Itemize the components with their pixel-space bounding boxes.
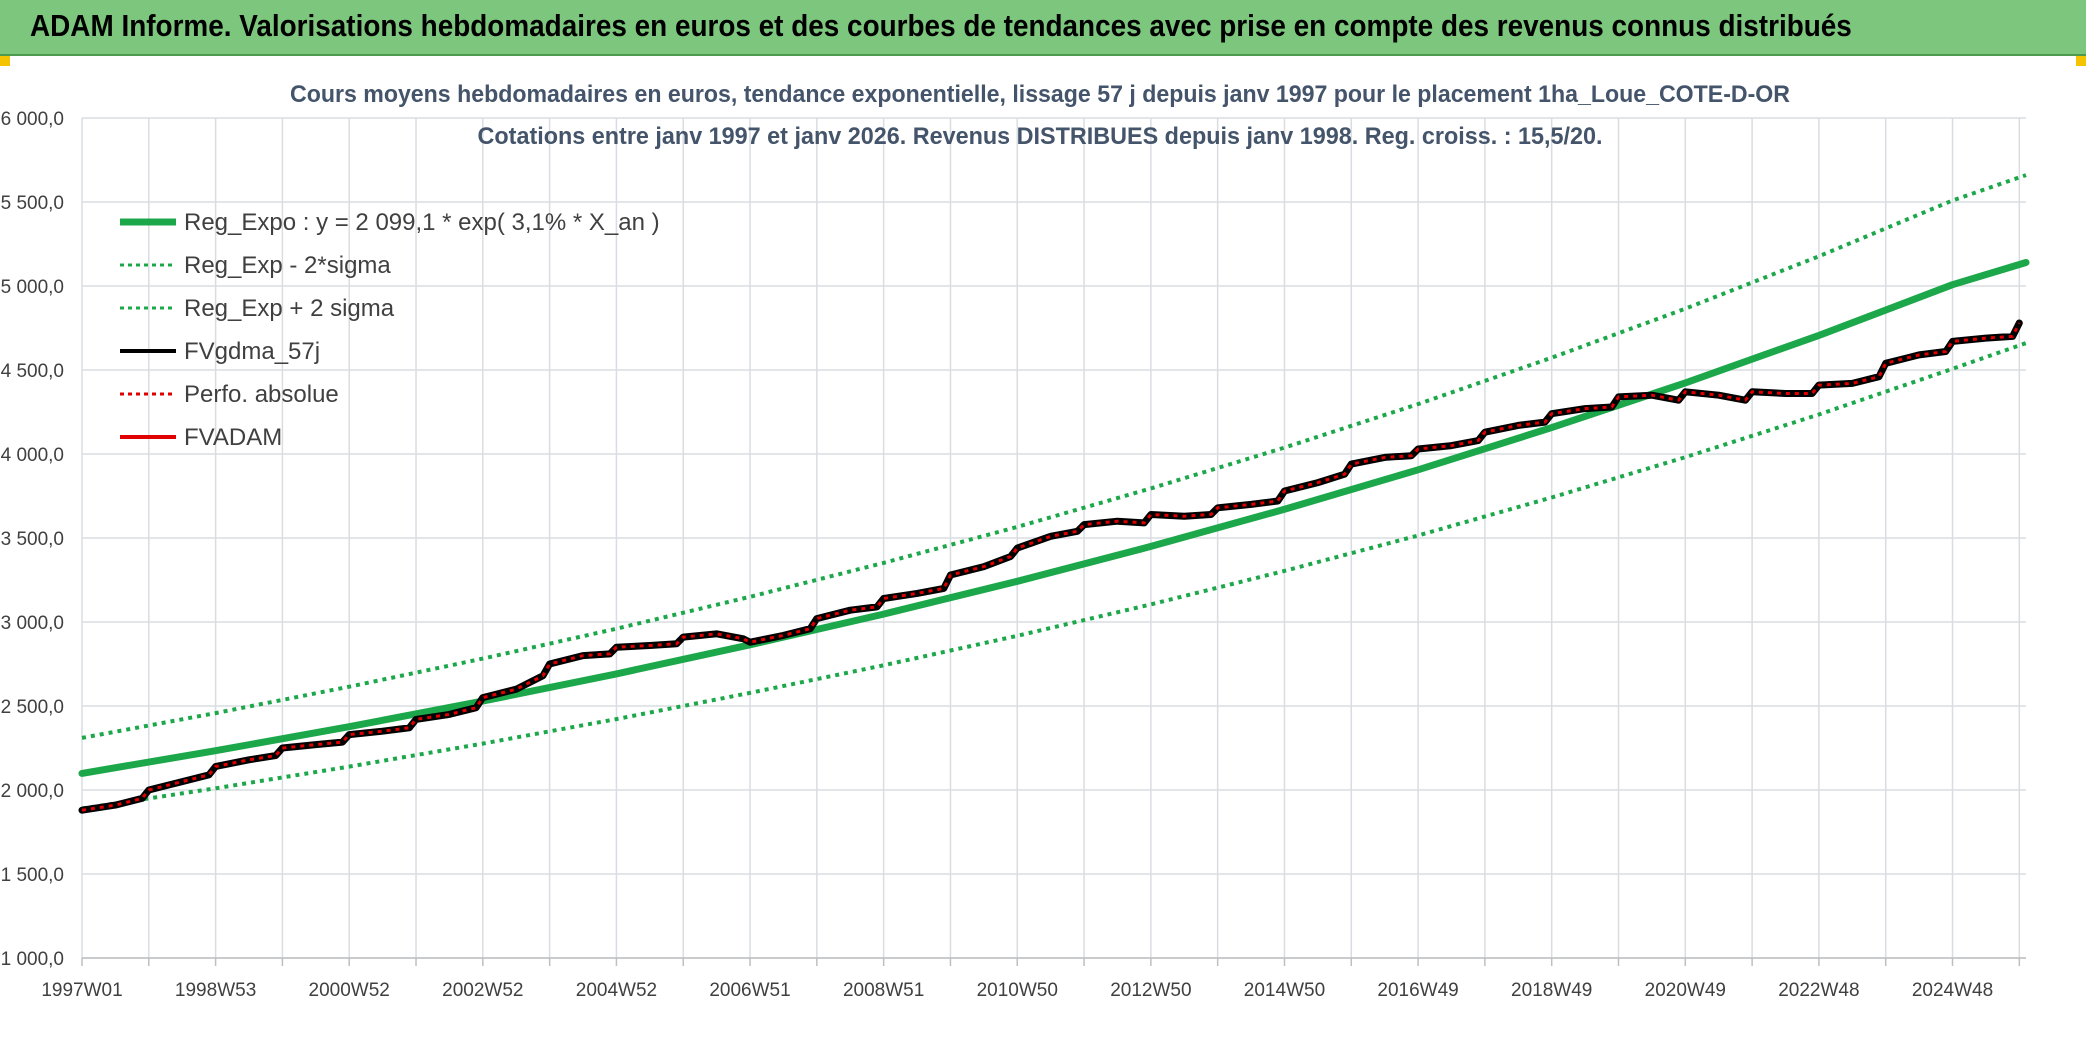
x-tick-label: 2014W50 xyxy=(1244,980,1325,1001)
y-tick-label: 2 500,0 xyxy=(1,697,64,718)
x-tick-label: 2020W49 xyxy=(1645,980,1726,1001)
corner-marker-top-left xyxy=(0,56,10,66)
x-tick-label: 2022W48 xyxy=(1778,980,1859,1001)
legend-label-4: Perfo. absolue xyxy=(184,381,339,408)
y-tick-label: 6 000,0 xyxy=(1,109,64,130)
y-tick-label: 4 000,0 xyxy=(1,445,64,466)
x-tick-label: 2008W51 xyxy=(843,980,924,1001)
x-tick-label: 1997W01 xyxy=(41,980,122,1001)
y-tick-label: 2 000,0 xyxy=(1,781,64,802)
series-line-1 xyxy=(81,341,2027,811)
legend-label-2: Reg_Exp + 2 sigma xyxy=(184,295,395,322)
x-tick-label: 2002W52 xyxy=(442,980,523,1001)
grid xyxy=(81,117,2026,959)
x-tick-label: 2016W49 xyxy=(1377,980,1458,1001)
y-tick-label: 3 000,0 xyxy=(1,613,64,634)
report-title: ADAM Informe. Valorisations hebdomadaire… xyxy=(30,8,1852,43)
report-banner: ADAM Informe. Valorisations hebdomadaire… xyxy=(0,0,2086,56)
y-tick-label: 4 500,0 xyxy=(1,361,64,382)
corner-marker-top-right xyxy=(2076,56,2086,66)
x-tick-label: 1998W53 xyxy=(175,980,256,1001)
x-tick-label: 2024W48 xyxy=(1912,980,1993,1001)
x-tick-label: 2000W52 xyxy=(309,980,390,1001)
series-line-2 xyxy=(81,173,2027,740)
x-tick-label: 2012W50 xyxy=(1110,980,1191,1001)
x-tick-label: 2010W50 xyxy=(977,980,1058,1001)
x-tick-label: 2004W52 xyxy=(576,980,657,1001)
chart-title-line1: Cours moyens hebdomadaires en euros, ten… xyxy=(290,81,1790,108)
y-tick-label: 3 500,0 xyxy=(1,529,64,550)
legend-label-3: FVgdma_57j xyxy=(184,338,320,365)
series-line-4 xyxy=(81,322,2021,812)
chart-svg: 1 000,0 1 500,0 2 000,0 2 500,0 3 000,0 3 500… xyxy=(1,81,2030,1001)
series-layer xyxy=(78,173,2030,814)
legend-label-5: FVADAM xyxy=(184,424,282,451)
y-tick-label: 1 000,0 xyxy=(1,949,64,970)
y-tick-label: 5 000,0 xyxy=(1,277,64,298)
axes: 1 000,0 1 500,0 2 000,0 2 500,0 3 000,0 3 500… xyxy=(1,109,2026,1001)
legend-label-0: Reg_Expo : y = 2 099,1 * exp( 3,1% * X_a… xyxy=(184,209,660,236)
y-tick-label: 5 500,0 xyxy=(1,193,64,214)
chart-area: 1 000,0 1 500,0 2 000,0 2 500,0 3 000,0 3 500… xyxy=(0,58,2086,1038)
series-line-0 xyxy=(78,259,2030,777)
y-tick-label: 1 500,0 xyxy=(1,865,64,886)
x-tick-label: 2006W51 xyxy=(709,980,790,1001)
legend-label-1: Reg_Exp - 2*sigma xyxy=(184,252,391,279)
legend: Reg_Expo : y = 2 099,1 * exp( 3,1% * X_a… xyxy=(120,209,660,451)
chart-title-line2: Cotations entre janv 1997 et janv 2026. … xyxy=(478,123,1603,150)
x-tick-label: 2018W49 xyxy=(1511,980,1592,1001)
